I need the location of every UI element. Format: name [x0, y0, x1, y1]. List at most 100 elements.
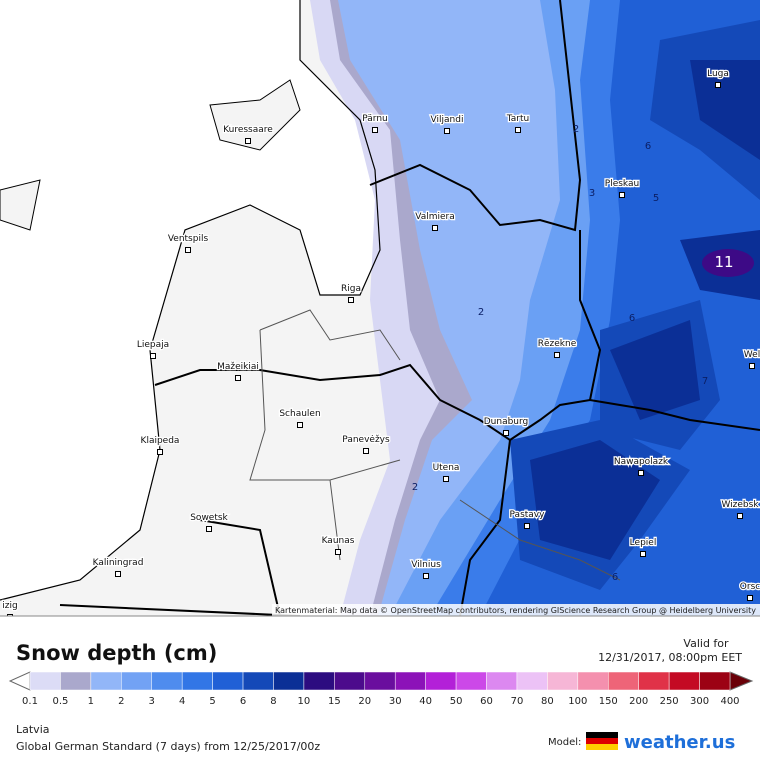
legend-label: 2	[118, 696, 124, 707]
legend-swatch	[668, 671, 700, 691]
legend-swatch	[121, 671, 152, 691]
legend-swatch	[29, 671, 61, 691]
contour-label: 11	[714, 253, 733, 271]
legend-swatch	[364, 671, 396, 691]
city-dot	[150, 353, 156, 359]
city-dot	[443, 476, 449, 482]
city-label: Pärnu	[362, 114, 388, 124]
city-label: Luga	[707, 69, 729, 79]
city-label: Sowetsk	[190, 513, 228, 523]
legend-label: 1	[88, 696, 94, 707]
legend-label: 30	[389, 696, 402, 707]
legend-swatch	[60, 671, 92, 691]
attribution: Kartenmaterial: Map data © OpenStreetMap…	[275, 606, 756, 615]
city-label: Panevėžys	[342, 435, 390, 445]
city-dot	[515, 127, 521, 133]
legend-swatch	[181, 671, 213, 691]
city-label: Tartu	[506, 114, 529, 124]
legend-swatch	[334, 671, 366, 691]
city-label: Pleskau	[605, 179, 639, 189]
legend-label: 15	[328, 696, 341, 707]
city-dot	[372, 127, 378, 133]
contour-label: 2	[573, 124, 579, 135]
legend-swatch	[90, 671, 122, 691]
legend-above	[729, 671, 754, 691]
legend-label: 70	[511, 696, 524, 707]
city-dot	[503, 430, 509, 436]
city-dot	[423, 573, 429, 579]
legend-swatch	[699, 671, 731, 691]
snow-6	[510, 20, 760, 590]
city-dot	[737, 513, 743, 519]
legend-swatch	[273, 671, 305, 691]
legend-label: 50	[450, 696, 463, 707]
city-dot	[157, 449, 163, 455]
city-label: Riga	[341, 284, 361, 294]
legend-swatch	[638, 671, 670, 691]
city-label: Pastavy	[510, 510, 546, 520]
legend-label: 0.1	[22, 696, 38, 707]
snow-10	[702, 249, 754, 277]
city-label: Rēzekne	[538, 339, 577, 349]
legend-swatch	[516, 671, 548, 691]
legend-label: 6	[240, 696, 246, 707]
legend-swatch	[455, 671, 487, 691]
border	[59, 230, 602, 616]
city-dot	[363, 448, 369, 454]
legend-below	[8, 671, 31, 691]
city-dot	[335, 549, 341, 555]
city-label: Nawapolazk	[614, 457, 669, 467]
map: Kartenmaterial: Map data © OpenStreetMap…	[0, 0, 760, 616]
legend-label: 100	[568, 696, 587, 707]
legend-swatch	[486, 671, 518, 691]
city-label: Wizebsk	[721, 500, 759, 510]
city-dot	[206, 526, 212, 532]
legend-label: 150	[599, 696, 618, 707]
legend-swatch	[303, 671, 335, 691]
contour-label: 2	[412, 482, 418, 493]
city-dot	[715, 82, 721, 88]
attribution-bg	[272, 604, 760, 616]
city-label: Ventspils	[168, 234, 209, 244]
city-label: Kaliningrad	[93, 558, 144, 568]
city-label: Wel	[744, 350, 760, 360]
valid-time: 12/31/2017, 08:00pm EET	[598, 651, 742, 664]
contour-label: 2	[478, 307, 484, 318]
flag	[586, 732, 618, 750]
legend-label: 20	[358, 696, 371, 707]
city-label: Liepaja	[137, 340, 169, 350]
legend-swatch	[425, 671, 457, 691]
snow-5	[480, 0, 760, 616]
legend-label: 400	[720, 696, 739, 707]
legend-bar: 0.1 0.5 1 2 3 4 5 6 8 10 15 20 30 40 50 60 70 80 100 150 200…	[8, 671, 754, 707]
model-label: Model:	[548, 737, 581, 748]
border	[369, 0, 582, 232]
brand: weather.us	[624, 732, 735, 753]
legend-swatch	[242, 671, 274, 691]
legend-label: 8	[270, 696, 276, 707]
border	[154, 363, 760, 442]
city-dot	[297, 422, 303, 428]
islands	[0, 79, 301, 231]
model-run: Global German Standard (7 days) from 12/…	[16, 740, 320, 753]
city-label: Utena	[433, 463, 460, 473]
city-label: Lepiel	[630, 538, 657, 548]
city-dot	[115, 571, 121, 577]
city-label: Schaulen	[279, 409, 320, 419]
city-dot	[554, 352, 560, 358]
city-dot	[524, 523, 530, 529]
city-dot	[749, 363, 755, 369]
legend-swatch	[547, 671, 579, 691]
city-label: Valmiera	[415, 212, 455, 222]
city-dot	[245, 138, 251, 144]
legend-label: 4	[179, 696, 185, 707]
snow-8	[530, 60, 760, 560]
city-label: Orsc	[740, 582, 760, 592]
city-dot	[348, 297, 354, 303]
legend-label: 250	[660, 696, 679, 707]
city-dot	[7, 614, 13, 616]
city-dot	[444, 128, 450, 134]
city-dot	[638, 470, 644, 476]
city-dot	[640, 551, 646, 557]
